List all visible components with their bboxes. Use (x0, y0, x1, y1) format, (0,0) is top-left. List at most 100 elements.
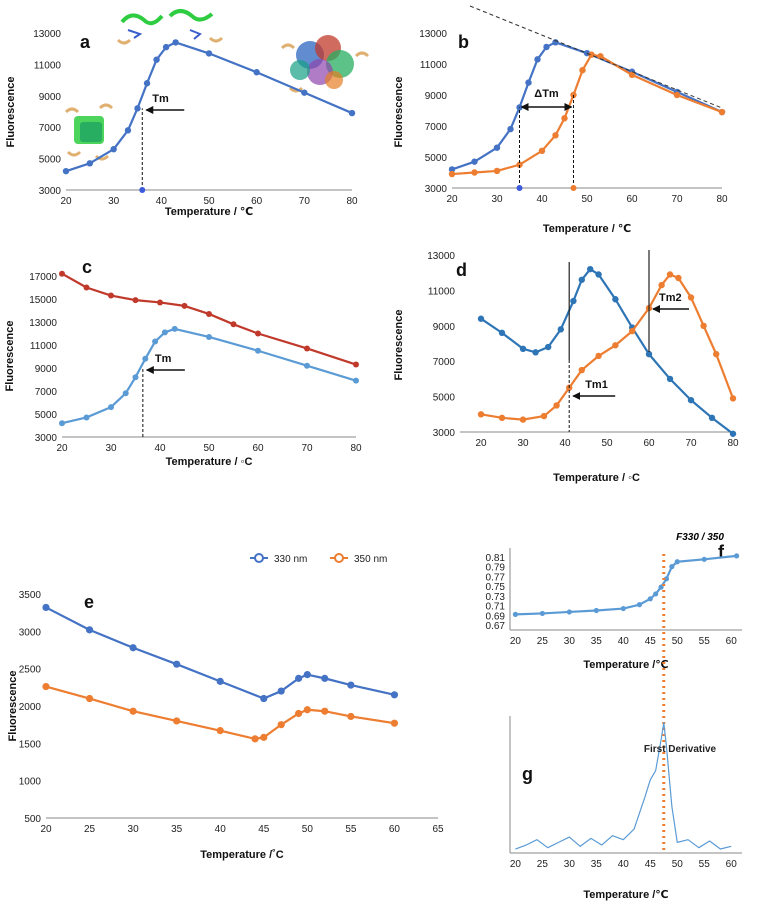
panel-a-x-axis-label: Temperature / ℃ (165, 206, 253, 218)
panel-g-x-tick-label: 50 (672, 859, 684, 870)
panel-d-data-point (578, 366, 585, 374)
panel-f-x-tick-label: 20 (510, 636, 522, 647)
panel-f-data-point (701, 556, 707, 562)
panel-d-data-point (729, 395, 737, 402)
panel-b-x-axis-label: Temperature / ℃ (543, 223, 631, 235)
panel-f-x-tick-label: 45 (645, 636, 657, 647)
panel-e-x-tick-label: 40 (215, 824, 227, 835)
panel-e-legend-label: 330 nm (274, 554, 307, 565)
panel-d-data-point (658, 281, 665, 289)
panel-e-y-tick-label: 1000 (19, 777, 42, 788)
panel-e-data-point (347, 712, 355, 721)
panel-b-data-point (543, 43, 550, 51)
panel-d-y-tick-label: 13000 (427, 251, 455, 262)
panel-g: g 20 25 30 35 40 45 50 55 60 Temperature /℃ First … (509, 716, 742, 901)
panel-a-x-tick-label: 30 (108, 196, 120, 207)
panel-b-data-point (534, 56, 541, 63)
panel-f-x-tick-label: 30 (564, 636, 576, 647)
panel-c-x-tick-label: 70 (301, 443, 313, 454)
panel-f-x-tick-label: 40 (618, 636, 630, 647)
panel-g-x-tick-label: 45 (645, 859, 657, 870)
panel-f-y-tick-label: 0.75 (486, 582, 506, 593)
panel-f-data-point (566, 609, 572, 615)
panel-g-label: g (522, 764, 533, 784)
panel-b-y-tick-label: 7000 (425, 122, 448, 133)
panel-e-data-point (251, 735, 259, 743)
panel-e-x-tick-label: 60 (389, 824, 401, 835)
panel-a-y-tick-label: 11000 (34, 60, 62, 71)
panel-d-data-point (687, 294, 695, 301)
panel-d-x-tick-label: 70 (685, 438, 697, 449)
panel-a-data-point (172, 39, 179, 46)
panel-d-y-tick-label: 5000 (433, 393, 456, 404)
panel-e-data-point (277, 687, 285, 695)
panel-b-data-point (673, 91, 681, 99)
panel-a-x-tick-label: 80 (346, 196, 358, 207)
panel-f-series-line (515, 554, 737, 616)
panel-b-x-tick-label: 30 (491, 194, 503, 205)
panel-c-data-point (181, 302, 188, 309)
panel-e-data-point (260, 694, 268, 703)
panel-d-data-point (498, 414, 506, 422)
panel-a-tm-label: Tm (152, 93, 169, 105)
panel-e-data-point (321, 707, 329, 715)
panel-d-tm2-label: Tm2 (659, 292, 682, 304)
panel-d-data-point (687, 396, 695, 404)
panel-e-y-tick-label: 3500 (19, 590, 42, 601)
panel-d: d 20 30 40 50 60 70 80 3000 5000 7000 9000 11000 130… (393, 250, 739, 484)
panel-b-tm1-dot (516, 185, 523, 191)
panel-a-y-tick-label: 9000 (39, 92, 62, 103)
panel-b-data-point (552, 132, 559, 139)
panel-f-data-point (669, 564, 675, 570)
panel-f-title: F330 / 350 (676, 532, 724, 543)
panel-a-y-tick-label: 5000 (39, 155, 62, 166)
panel-e-data-point (303, 706, 311, 714)
panel-c-data-point (108, 292, 114, 299)
panel-d-data-point (612, 296, 619, 303)
panel-a-data-point (62, 167, 70, 175)
panel-d-data-point (545, 343, 552, 351)
panel-e-y-tick-label: 2500 (19, 665, 42, 676)
panel-e-x-axis-label: Temperature /˚C (200, 849, 284, 861)
panel-f-data-point (620, 605, 626, 612)
panel-c-y-tick-label: 5000 (35, 410, 58, 421)
panel-g-x-tick-label: 25 (537, 859, 549, 870)
panel-c-data-point (161, 329, 168, 336)
panel-d-y-tick-label: 9000 (433, 322, 456, 333)
panel-d-data-point (729, 430, 737, 437)
panel-a-data-point (205, 50, 213, 57)
panel-d-data-point (519, 345, 527, 353)
panel-d-tm1-label: Tm1 (585, 379, 608, 391)
panel-b-data-point (516, 161, 523, 168)
panel-b-data-point (493, 144, 501, 151)
panel-e-data-point (129, 707, 137, 715)
panel-a-x-tick-label: 50 (203, 196, 215, 207)
panel-d-data-point (666, 375, 674, 383)
panel-f-y-tick-label: 0.67 (486, 621, 506, 632)
panel-c-data-point (83, 414, 90, 421)
panel-c-data-point (206, 310, 212, 317)
panel-d-data-point (553, 402, 560, 409)
panel-c-y-tick-label: 7000 (35, 387, 58, 398)
panel-c-x-tick-label: 40 (154, 443, 166, 454)
panel-d-y-axis-label: Fluorescence (393, 310, 405, 381)
panel-c-data-point (230, 321, 237, 328)
panel-d-x-axis-label: Temperature / ◦C (553, 472, 640, 484)
panel-d-y-tick-label: 7000 (433, 357, 456, 368)
panel-c-label: c (82, 257, 92, 277)
panel-c-x-tick-label: 60 (252, 443, 264, 454)
panel-d-y-tick-label: 3000 (433, 428, 456, 439)
panel-d-x-tick-label: 30 (517, 438, 529, 449)
panel-d-data-point (570, 297, 577, 305)
panel-f-x-axis-label: Temperature /℃ (583, 659, 668, 671)
panel-c-y-tick-label: 11000 (30, 341, 58, 352)
panel-f-data-point (512, 611, 518, 618)
panel-c-y-tick-label: 9000 (35, 364, 58, 375)
panel-e-data-point (129, 644, 137, 652)
panel-c-data-point (304, 362, 310, 369)
panel-e-data-point (85, 626, 94, 634)
panel-f-label: f (718, 542, 725, 562)
panel-c-x-tick-label: 20 (56, 443, 68, 454)
panel-e-data-point (295, 674, 303, 682)
